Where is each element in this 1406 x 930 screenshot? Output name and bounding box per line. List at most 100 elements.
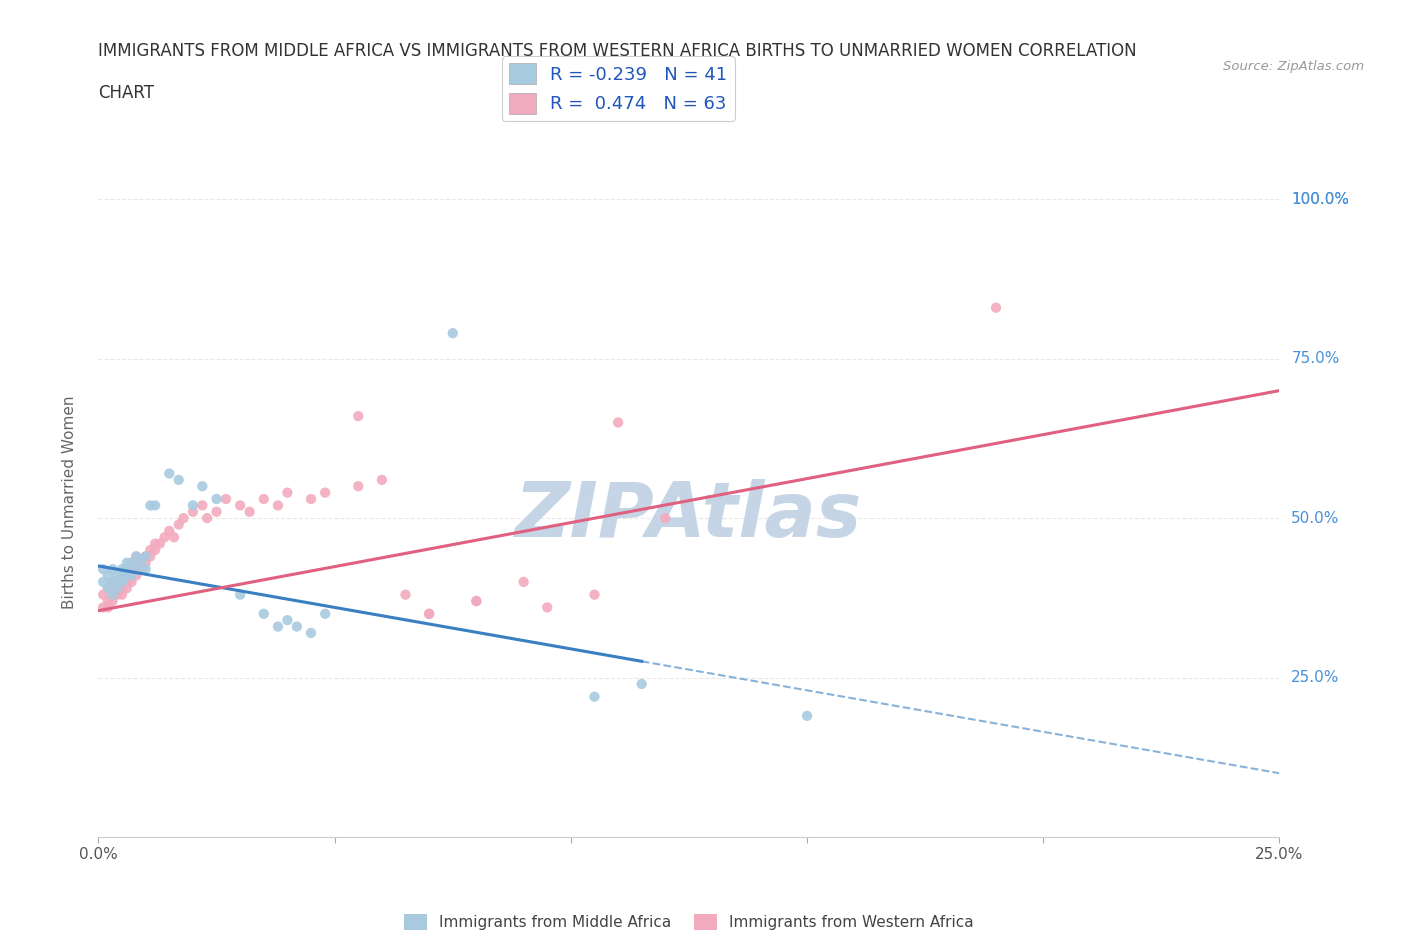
Point [143, 498, 166, 512]
Point [654, 511, 676, 525]
Point [91, 562, 114, 577]
Point [195, 511, 218, 525]
Point [157, 466, 180, 481]
Point [276, 485, 298, 500]
Point [229, 587, 252, 602]
Point [181, 504, 204, 519]
Point [101, 575, 124, 590]
Point [111, 562, 134, 577]
Point [172, 511, 194, 525]
Point [101, 575, 124, 590]
Point [215, 492, 238, 507]
Point [91, 600, 114, 615]
Point [181, 498, 204, 512]
Point [153, 530, 176, 545]
Point [97, 593, 120, 608]
Point [125, 562, 148, 577]
Point [125, 568, 148, 583]
Point [115, 575, 138, 590]
Point [135, 549, 157, 564]
Point [91, 587, 114, 602]
Text: IMMIGRANTS FROM MIDDLE AFRICA VS IMMIGRANTS FROM WESTERN AFRICA BIRTHS TO UNMARR: IMMIGRANTS FROM MIDDLE AFRICA VS IMMIGRA… [98, 42, 1137, 60]
Point [121, 568, 143, 583]
Point [135, 549, 157, 564]
Y-axis label: Births to Unmarried Women: Births to Unmarried Women [62, 395, 77, 609]
Point [105, 575, 128, 590]
Point [191, 498, 214, 512]
Point [129, 562, 152, 577]
Point [583, 689, 606, 704]
Point [394, 587, 416, 602]
Point [115, 581, 138, 596]
Point [583, 587, 606, 602]
Point [111, 568, 134, 583]
Point [205, 492, 228, 507]
Point [253, 606, 276, 621]
Point [347, 408, 370, 423]
Point [139, 498, 162, 512]
Point [129, 555, 152, 570]
Point [465, 593, 488, 608]
Point [135, 562, 157, 577]
Point [796, 709, 818, 724]
Point [121, 575, 143, 590]
Point [418, 606, 440, 621]
Point [121, 555, 143, 570]
Point [512, 575, 534, 590]
Legend: R = -0.239   N = 41, R =  0.474   N = 63: R = -0.239 N = 41, R = 0.474 N = 63 [502, 56, 734, 121]
Point [115, 562, 138, 577]
Point [191, 479, 214, 494]
Point [239, 504, 262, 519]
Text: 25.0%: 25.0% [1291, 671, 1340, 685]
Point [536, 600, 558, 615]
Point [139, 549, 162, 564]
Point [101, 562, 124, 577]
Point [607, 415, 630, 430]
Point [465, 593, 488, 608]
Point [143, 542, 166, 557]
Point [314, 606, 336, 621]
Point [143, 537, 166, 551]
Point [125, 549, 148, 564]
Text: 100.0%: 100.0% [1291, 192, 1350, 206]
Point [111, 587, 134, 602]
Point [97, 568, 120, 583]
Point [267, 619, 290, 634]
Point [441, 326, 464, 340]
Point [418, 606, 440, 621]
Point [167, 517, 190, 532]
Point [299, 626, 322, 641]
Point [135, 555, 157, 570]
Point [115, 555, 138, 570]
Point [105, 575, 128, 590]
Point [101, 587, 124, 602]
Text: Source: ZipAtlas.com: Source: ZipAtlas.com [1223, 60, 1364, 73]
Point [111, 575, 134, 590]
Point [299, 492, 322, 507]
Point [167, 472, 190, 487]
Point [129, 555, 152, 570]
Point [105, 587, 128, 602]
Text: ZIPAtlas: ZIPAtlas [515, 479, 863, 552]
Point [111, 581, 134, 596]
Point [101, 587, 124, 602]
Point [125, 562, 148, 577]
Point [105, 568, 128, 583]
Point [139, 542, 162, 557]
Point [630, 676, 652, 691]
Point [149, 537, 172, 551]
Point [163, 530, 186, 545]
Point [97, 600, 120, 615]
Point [115, 568, 138, 583]
Point [97, 581, 120, 596]
Point [125, 549, 148, 564]
Point [97, 581, 120, 596]
Point [115, 562, 138, 577]
Point [101, 593, 124, 608]
Point [267, 498, 290, 512]
Point [371, 472, 394, 487]
Point [314, 485, 336, 500]
Point [347, 479, 370, 494]
Point [91, 575, 114, 590]
Point [276, 613, 298, 628]
